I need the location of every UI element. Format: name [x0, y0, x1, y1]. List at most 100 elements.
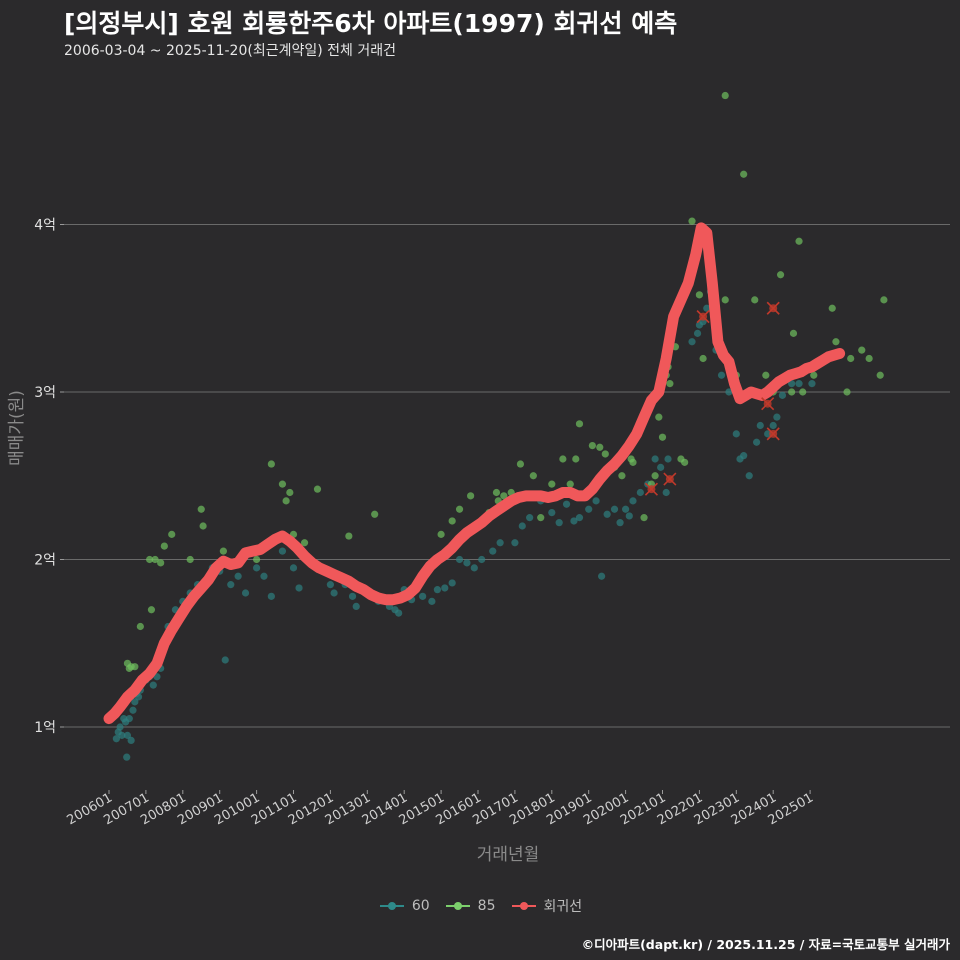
point-60 — [788, 380, 796, 388]
point-85 — [286, 488, 294, 497]
legend-key-85 — [444, 896, 472, 916]
point-60 — [433, 586, 442, 594]
point-60 — [127, 736, 135, 745]
point-85 — [267, 460, 275, 468]
point-60 — [267, 592, 275, 600]
y-axis-label: 매매가(원) — [7, 390, 27, 466]
point-60 — [234, 572, 242, 580]
point-60 — [470, 564, 478, 572]
point-85 — [799, 388, 807, 396]
point-60 — [764, 430, 772, 438]
point-85 — [655, 413, 663, 421]
point-85 — [529, 472, 537, 480]
point-60 — [610, 505, 619, 513]
point-60 — [518, 522, 526, 530]
point-60 — [241, 589, 250, 597]
point-60 — [662, 488, 670, 497]
point-60 — [289, 564, 298, 572]
regression-line — [103, 222, 846, 725]
point-85 — [131, 663, 139, 671]
legend-label-85: 85 — [477, 898, 496, 914]
point-60 — [489, 547, 497, 555]
outlier-cross — [696, 310, 710, 324]
point-60 — [131, 698, 139, 706]
point-60 — [688, 338, 696, 346]
point-60 — [455, 555, 464, 564]
point-85 — [688, 217, 696, 225]
point-85 — [788, 388, 796, 396]
point-85 — [147, 606, 156, 614]
point-60 — [717, 371, 726, 379]
point-60 — [725, 388, 733, 396]
point-85 — [721, 296, 729, 304]
point-60 — [745, 472, 753, 480]
point-60 — [419, 592, 427, 600]
legend-item-60: 60 — [378, 896, 430, 916]
point-60 — [428, 597, 436, 605]
point-60 — [651, 455, 659, 463]
point-85 — [559, 455, 567, 463]
point-85 — [455, 505, 464, 513]
point-60 — [511, 539, 519, 547]
page-title: [의정부시] 호원 회룡한주6차 아파트(1997) 회귀선 예측 — [64, 9, 678, 38]
point-85 — [847, 354, 855, 363]
point-60 — [603, 510, 611, 518]
point-60 — [295, 584, 303, 592]
point-60 — [448, 579, 456, 587]
outlier-cross — [761, 397, 775, 411]
point-85 — [160, 542, 168, 550]
point-60 — [526, 514, 534, 522]
point-85 — [151, 555, 159, 564]
point-85 — [219, 547, 227, 555]
point-85 — [810, 371, 818, 379]
point-60 — [664, 455, 672, 463]
point-60 — [221, 656, 229, 664]
point-60 — [585, 505, 593, 513]
point-85 — [136, 622, 144, 631]
point-85 — [492, 488, 501, 497]
point-85 — [313, 485, 322, 493]
point-85 — [437, 530, 445, 538]
point-85 — [618, 472, 626, 480]
point-85 — [843, 388, 851, 396]
outlier-cross — [766, 301, 780, 315]
point-85 — [751, 296, 759, 304]
legend: 60 85 회귀선 — [0, 896, 960, 916]
point-60 — [478, 555, 486, 564]
point-85 — [516, 460, 525, 468]
point-60 — [330, 589, 338, 597]
point-85 — [740, 170, 748, 178]
y-tick-label: 4억 — [34, 218, 56, 234]
page-subtitle: 2006-03-04 ~ 2025-11-20(최근계약일) 전체 거래건 — [64, 43, 396, 59]
point-60 — [636, 488, 644, 497]
point-60 — [769, 421, 777, 430]
point-85 — [199, 522, 207, 530]
x-axis-label: 거래년월 — [477, 845, 540, 865]
legend-label-60: 60 — [411, 898, 430, 914]
point-85 — [448, 517, 456, 525]
point-85 — [876, 371, 884, 379]
point-60 — [227, 581, 235, 589]
point-60 — [548, 508, 556, 517]
point-85 — [157, 559, 165, 567]
point-60 — [756, 421, 764, 430]
point-60 — [253, 564, 261, 572]
point-60 — [808, 380, 816, 388]
point-85 — [762, 371, 770, 379]
point-60 — [395, 609, 403, 617]
point-85 — [537, 514, 545, 522]
point-85 — [789, 329, 798, 337]
point-60 — [348, 592, 357, 600]
point-60 — [575, 514, 584, 522]
point-60 — [129, 706, 137, 714]
point-60 — [693, 329, 702, 337]
point-85 — [282, 497, 290, 505]
point-85 — [371, 510, 379, 518]
point-60 — [496, 539, 504, 547]
point-60 — [463, 559, 471, 567]
legend-item-regression: 회귀선 — [510, 896, 582, 916]
point-85 — [168, 530, 176, 538]
y-tick-label: 3억 — [34, 385, 56, 401]
point-85 — [666, 380, 674, 388]
point-60 — [125, 715, 133, 723]
